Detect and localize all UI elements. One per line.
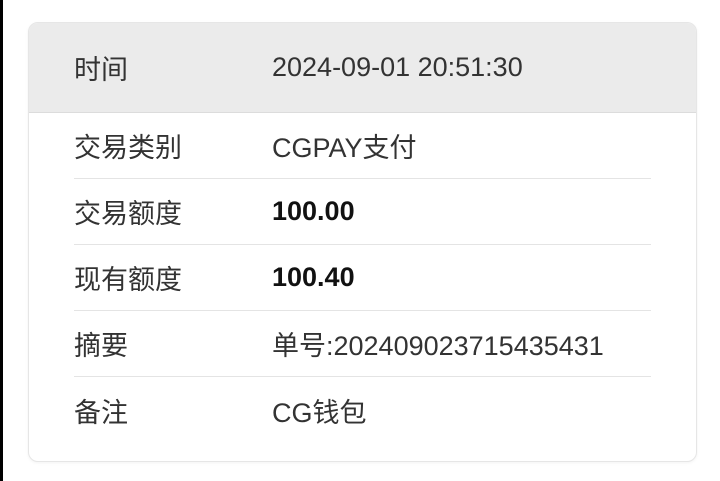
field-value-time: 2024-09-01 20:51:30 bbox=[272, 52, 523, 82]
row-summary: 摘要 单号:202409023715435431 bbox=[74, 311, 651, 377]
row-time: 时间 2024-09-01 20:51:30 bbox=[29, 23, 696, 113]
row-remark: 备注 CG钱包 bbox=[74, 377, 651, 443]
screen-left-edge-bar bbox=[0, 0, 3, 481]
field-label-remark: 备注 bbox=[74, 397, 128, 428]
field-label-current-balance: 现有额度 bbox=[74, 265, 182, 295]
field-value-transaction-amount: 100.00 bbox=[272, 196, 355, 226]
field-value-summary: 单号:202409023715435431 bbox=[272, 331, 604, 361]
field-value-remark: CG钱包 bbox=[272, 397, 367, 428]
transaction-detail-card: 时间 2024-09-01 20:51:30 交易类别 CGPAY支付 交易额度… bbox=[28, 22, 697, 462]
row-transaction-amount: 交易额度 100.00 bbox=[74, 179, 651, 245]
row-current-balance: 现有额度 100.40 bbox=[74, 245, 651, 311]
field-label-time: 时间 bbox=[74, 55, 128, 85]
field-label-transaction-amount: 交易额度 bbox=[74, 199, 182, 229]
field-label-transaction-type: 交易类别 bbox=[74, 133, 182, 163]
row-transaction-type: 交易类别 CGPAY支付 bbox=[74, 113, 651, 179]
field-value-transaction-type: CGPAY支付 bbox=[272, 133, 417, 163]
field-label-summary: 摘要 bbox=[74, 331, 128, 361]
field-value-current-balance: 100.40 bbox=[272, 262, 355, 292]
